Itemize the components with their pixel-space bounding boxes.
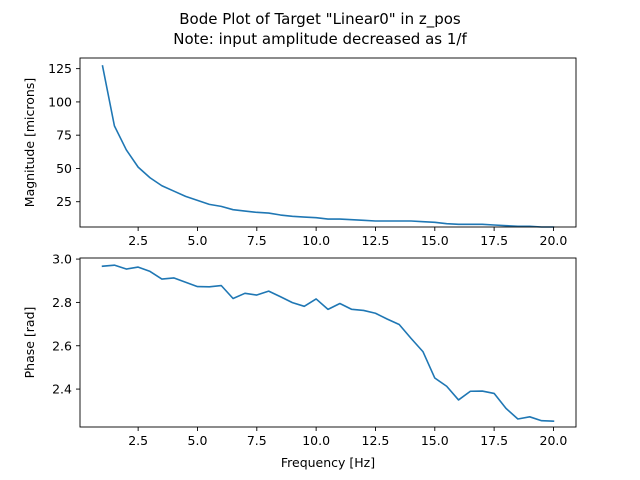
phase-x-axis-label: Frequency [Hz] (281, 455, 375, 470)
magnitude-x-tick-label: 2.5 (128, 233, 148, 248)
magnitude-x-tick-label: 15.0 (421, 233, 449, 248)
phase-x-tick-label: 20.0 (540, 433, 568, 448)
phase-y-tick-label: 2.4 (52, 382, 72, 397)
magnitude-x-tick-label: 10.0 (302, 233, 330, 248)
magnitude-x-tick-label: 20.0 (540, 233, 568, 248)
magnitude-y-tick-label: 75 (56, 128, 72, 143)
magnitude-x-tick-label: 5.0 (188, 233, 208, 248)
phase-y-axis-label: Phase [rad] (22, 307, 37, 379)
magnitude-x-tick-label: 17.5 (480, 233, 508, 248)
phase-x-tick-label: 2.5 (128, 433, 148, 448)
phase-x-tick-label: 10.0 (302, 433, 330, 448)
magnitude-y-tick-label: 100 (48, 94, 72, 109)
phase-x-tick-label: 7.5 (247, 433, 267, 448)
magnitude-y-tick-label: 125 (48, 61, 72, 76)
phase-x-tick-label: 15.0 (421, 433, 449, 448)
phase-axes: 2.5 5.0 7.5 10.0 12.5 15.0 17.5 20.0 2.4 2.6 2.8 3.… (22, 252, 577, 470)
magnitude-y-axis-label: Magnitude [microns] (22, 78, 37, 207)
magnitude-y-tick-label: 50 (56, 161, 72, 176)
figure-title-line2: Note: input amplitude decreased as 1/f (173, 30, 467, 48)
magnitude-series-line (101, 65, 555, 228)
magnitude-x-tick-label: 7.5 (247, 233, 267, 248)
magnitude-y-tick-label: 25 (56, 194, 72, 209)
magnitude-axes: 2.5 5.0 7.5 10.0 12.5 15.0 17.5 20.0 25 50 75 100 12… (22, 57, 577, 248)
magnitude-x-tick-label: 12.5 (362, 233, 390, 248)
phase-x-tick-label: 5.0 (188, 433, 208, 448)
magnitude-axes-frame (79, 57, 577, 228)
phase-x-tick-label: 12.5 (362, 433, 390, 448)
phase-y-tick-label: 2.8 (52, 295, 72, 310)
phase-series-line (101, 264, 555, 422)
phase-axes-frame (79, 257, 577, 428)
phase-y-tick-label: 2.6 (52, 338, 72, 353)
phase-y-tick-label: 3.0 (52, 252, 72, 267)
phase-x-tick-label: 17.5 (480, 433, 508, 448)
figure-title-line1: Bode Plot of Target "Linear0" in z_pos (179, 10, 461, 29)
